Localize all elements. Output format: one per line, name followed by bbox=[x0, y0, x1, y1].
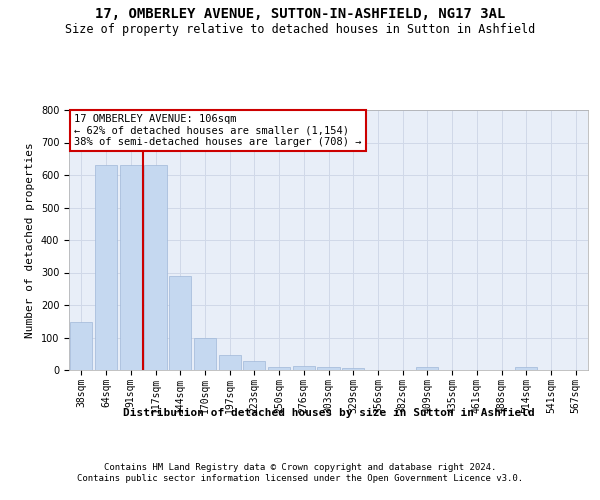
Bar bbox=[145, 165, 167, 370]
Bar bbox=[70, 322, 92, 370]
Bar bbox=[293, 366, 315, 370]
Bar bbox=[194, 338, 216, 370]
Text: 17, OMBERLEY AVENUE, SUTTON-IN-ASHFIELD, NG17 3AL: 17, OMBERLEY AVENUE, SUTTON-IN-ASHFIELD,… bbox=[95, 8, 505, 22]
Y-axis label: Number of detached properties: Number of detached properties bbox=[25, 142, 35, 338]
Text: Contains HM Land Registry data © Crown copyright and database right 2024.: Contains HM Land Registry data © Crown c… bbox=[104, 462, 496, 471]
Text: 17 OMBERLEY AVENUE: 106sqm
← 62% of detached houses are smaller (1,154)
38% of s: 17 OMBERLEY AVENUE: 106sqm ← 62% of deta… bbox=[74, 114, 362, 147]
Text: Size of property relative to detached houses in Sutton in Ashfield: Size of property relative to detached ho… bbox=[65, 22, 535, 36]
Bar bbox=[342, 368, 364, 370]
Bar bbox=[95, 165, 117, 370]
Bar bbox=[218, 354, 241, 370]
Bar bbox=[243, 361, 265, 370]
Bar bbox=[268, 367, 290, 370]
Bar bbox=[317, 367, 340, 370]
Bar bbox=[416, 368, 439, 370]
Text: Distribution of detached houses by size in Sutton in Ashfield: Distribution of detached houses by size … bbox=[123, 408, 535, 418]
Text: Contains public sector information licensed under the Open Government Licence v3: Contains public sector information licen… bbox=[77, 474, 523, 483]
Bar bbox=[119, 165, 142, 370]
Bar bbox=[515, 368, 538, 370]
Bar bbox=[169, 276, 191, 370]
